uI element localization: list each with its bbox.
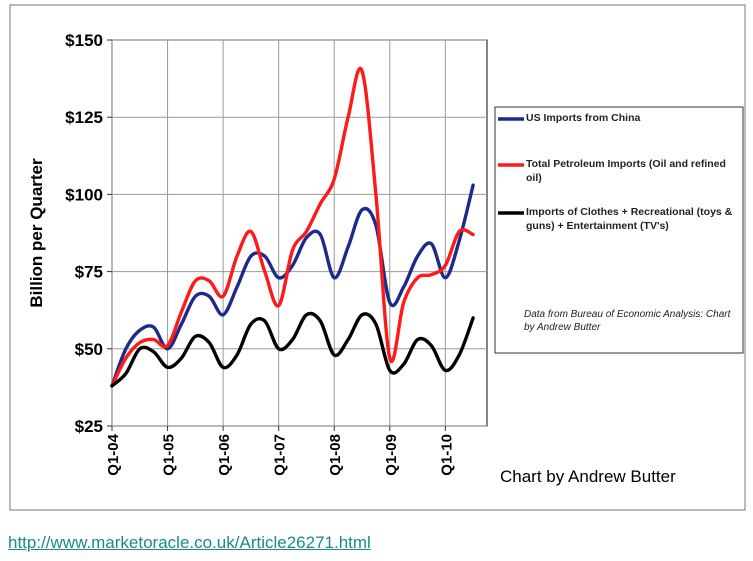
series-line-3 (110, 311, 475, 388)
x-tick-label: Q1-06 (216, 434, 233, 476)
chart-annotation: Chart by Andrew Butter (500, 467, 676, 486)
x-tick-label: Q1-04 (105, 433, 122, 475)
chart: $25$50$75$100$125$150 Q1-04 Q1-05 Q1-06 Q1-… (9, 4, 746, 511)
x-tick-label: Q1-09 (383, 434, 400, 476)
y-axis-label: Billion per Quarter (27, 158, 46, 308)
x-tick-label: Q1-07 (272, 434, 289, 476)
legend-note: Data from Bureau of Economic Analysis: C… (524, 309, 731, 333)
plot-area (111, 39, 488, 427)
y-tick-label: $75 (75, 263, 103, 282)
y-tick-label: $100 (65, 185, 103, 204)
legend-label: US Imports from China (526, 112, 641, 124)
source-link[interactable]: http://www.marketoracle.co.uk/Article262… (8, 533, 371, 552)
legend-box (494, 106, 744, 354)
y-tick-label: $25 (75, 417, 103, 436)
legend-label: Total Petroleum Imports (Oil and refined… (526, 158, 726, 184)
y-axis-ticks: $25 $50 $75 $100 $125 $150 (65, 31, 112, 436)
series-line-1 (110, 183, 475, 388)
y-tick-label: $150 (65, 31, 103, 50)
x-tick-label: Q1-05 (161, 434, 178, 476)
legend: US Imports from China Total Petroleum Imp… (498, 112, 733, 232)
x-tick-label: Q1-10 (438, 434, 455, 476)
grid-lines (111, 39, 487, 427)
x-tick-label: Q1-08 (327, 434, 344, 476)
legend-label: Imports of Clothes + Recreational (toys … (526, 206, 733, 232)
y-tick-label: $50 (75, 340, 103, 359)
series-line-2 (110, 66, 475, 388)
series-lines (110, 66, 475, 388)
y-tick-label: $125 (65, 108, 103, 127)
x-axis-ticks: Q1-04 Q1-05 Q1-06 Q1-07 Q1-08 Q1-09 Q1-10 (105, 426, 455, 476)
